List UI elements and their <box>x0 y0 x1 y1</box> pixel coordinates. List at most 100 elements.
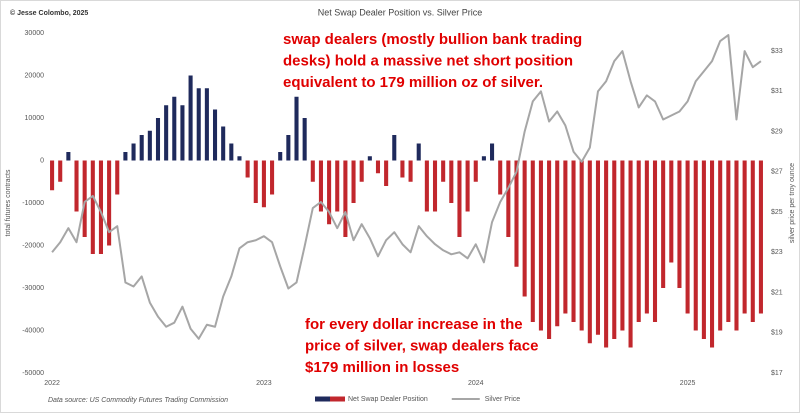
bar <box>481 156 486 161</box>
bar <box>343 160 348 237</box>
y-tick-label: 20000 <box>25 72 45 79</box>
bar <box>441 160 446 182</box>
bar <box>82 160 87 237</box>
y2-tick-label: $33 <box>771 48 783 55</box>
x-tick-label: 2023 <box>256 380 272 387</box>
bar <box>587 160 592 344</box>
x-tick-label: 2022 <box>44 380 60 387</box>
bar <box>514 160 519 267</box>
y2-tick-label: $17 <box>771 370 783 377</box>
bar <box>734 160 739 331</box>
bar <box>139 135 144 161</box>
bar <box>375 160 381 174</box>
bar <box>155 118 161 161</box>
bar <box>408 160 413 182</box>
bar <box>294 96 299 161</box>
bar <box>335 160 340 212</box>
bar <box>563 160 568 314</box>
y-tick-label: -10000 <box>22 200 44 207</box>
bar <box>750 160 755 322</box>
y2-tick-label: $19 <box>771 330 783 337</box>
bar <box>710 160 715 348</box>
bar <box>522 160 527 297</box>
bar <box>555 160 560 327</box>
bar <box>547 160 552 339</box>
source-note: Data source: US Commodity Futures Tradin… <box>48 397 228 404</box>
bar <box>726 160 731 322</box>
y2-tick-label: $25 <box>771 209 783 216</box>
annotation: $179 million in losses <box>305 359 459 376</box>
bar <box>424 160 429 212</box>
bar <box>302 118 307 161</box>
bar <box>107 160 112 246</box>
x-tick-label: 2025 <box>680 380 696 387</box>
bar <box>392 135 397 161</box>
bar <box>180 105 185 161</box>
bar <box>367 156 372 161</box>
bar <box>278 152 283 161</box>
bar <box>245 160 250 178</box>
bar <box>131 143 136 161</box>
bar <box>620 160 625 331</box>
bar <box>351 160 356 203</box>
price-line <box>51 34 762 340</box>
bar <box>164 105 169 161</box>
bar <box>221 126 226 161</box>
bar <box>286 135 291 161</box>
annotation: desks) hold a massive net short position <box>283 52 573 69</box>
bar <box>530 160 535 322</box>
bar <box>66 152 71 161</box>
bar <box>701 160 706 339</box>
bar <box>172 96 177 161</box>
bar <box>677 160 682 288</box>
bar <box>229 143 234 161</box>
bar <box>685 160 690 314</box>
y2-tick-label: $27 <box>771 169 783 176</box>
y-tick-label: 30000 <box>25 30 45 37</box>
bar <box>612 160 617 339</box>
y2-tick-label: $23 <box>771 249 783 256</box>
legend-label: Silver Price <box>485 396 521 403</box>
y-tick-label: 10000 <box>25 115 45 122</box>
bar <box>212 109 218 161</box>
bar <box>270 160 275 195</box>
bar <box>74 160 79 212</box>
bar <box>661 160 666 288</box>
bar <box>579 160 584 331</box>
annotation: for every dollar increase in the <box>305 316 523 333</box>
annotation: equivalent to 179 million oz of silver. <box>283 74 543 91</box>
bar <box>742 160 747 314</box>
chart-title: Net Swap Dealer Position vs. Silver Pric… <box>318 7 483 17</box>
bar <box>571 160 576 322</box>
bar <box>595 160 601 335</box>
bar <box>636 160 641 322</box>
bar <box>58 160 63 182</box>
bar <box>718 160 723 331</box>
bar <box>644 160 649 314</box>
y2-axis-label: silver price per troy ounce <box>789 163 796 243</box>
bar <box>628 160 633 348</box>
bar <box>652 160 658 322</box>
bar <box>123 152 128 161</box>
bar <box>449 160 454 203</box>
y2-tick-label: $21 <box>771 289 783 296</box>
bar <box>188 75 193 161</box>
bar <box>147 130 152 161</box>
bar <box>98 160 103 254</box>
bar <box>90 160 95 254</box>
bar <box>693 160 698 331</box>
bar <box>538 160 543 331</box>
bar <box>253 160 258 203</box>
bar <box>318 160 323 212</box>
bar <box>359 160 364 182</box>
legend-swatch <box>330 396 345 402</box>
bar <box>115 160 120 195</box>
bar <box>196 88 201 161</box>
x-tick-label: 2024 <box>468 380 484 387</box>
y2-tick-label: $31 <box>771 88 783 95</box>
legend-label: Net Swap Dealer Position <box>348 396 428 403</box>
bar <box>310 160 315 182</box>
bar <box>384 160 389 186</box>
bar <box>498 160 503 195</box>
